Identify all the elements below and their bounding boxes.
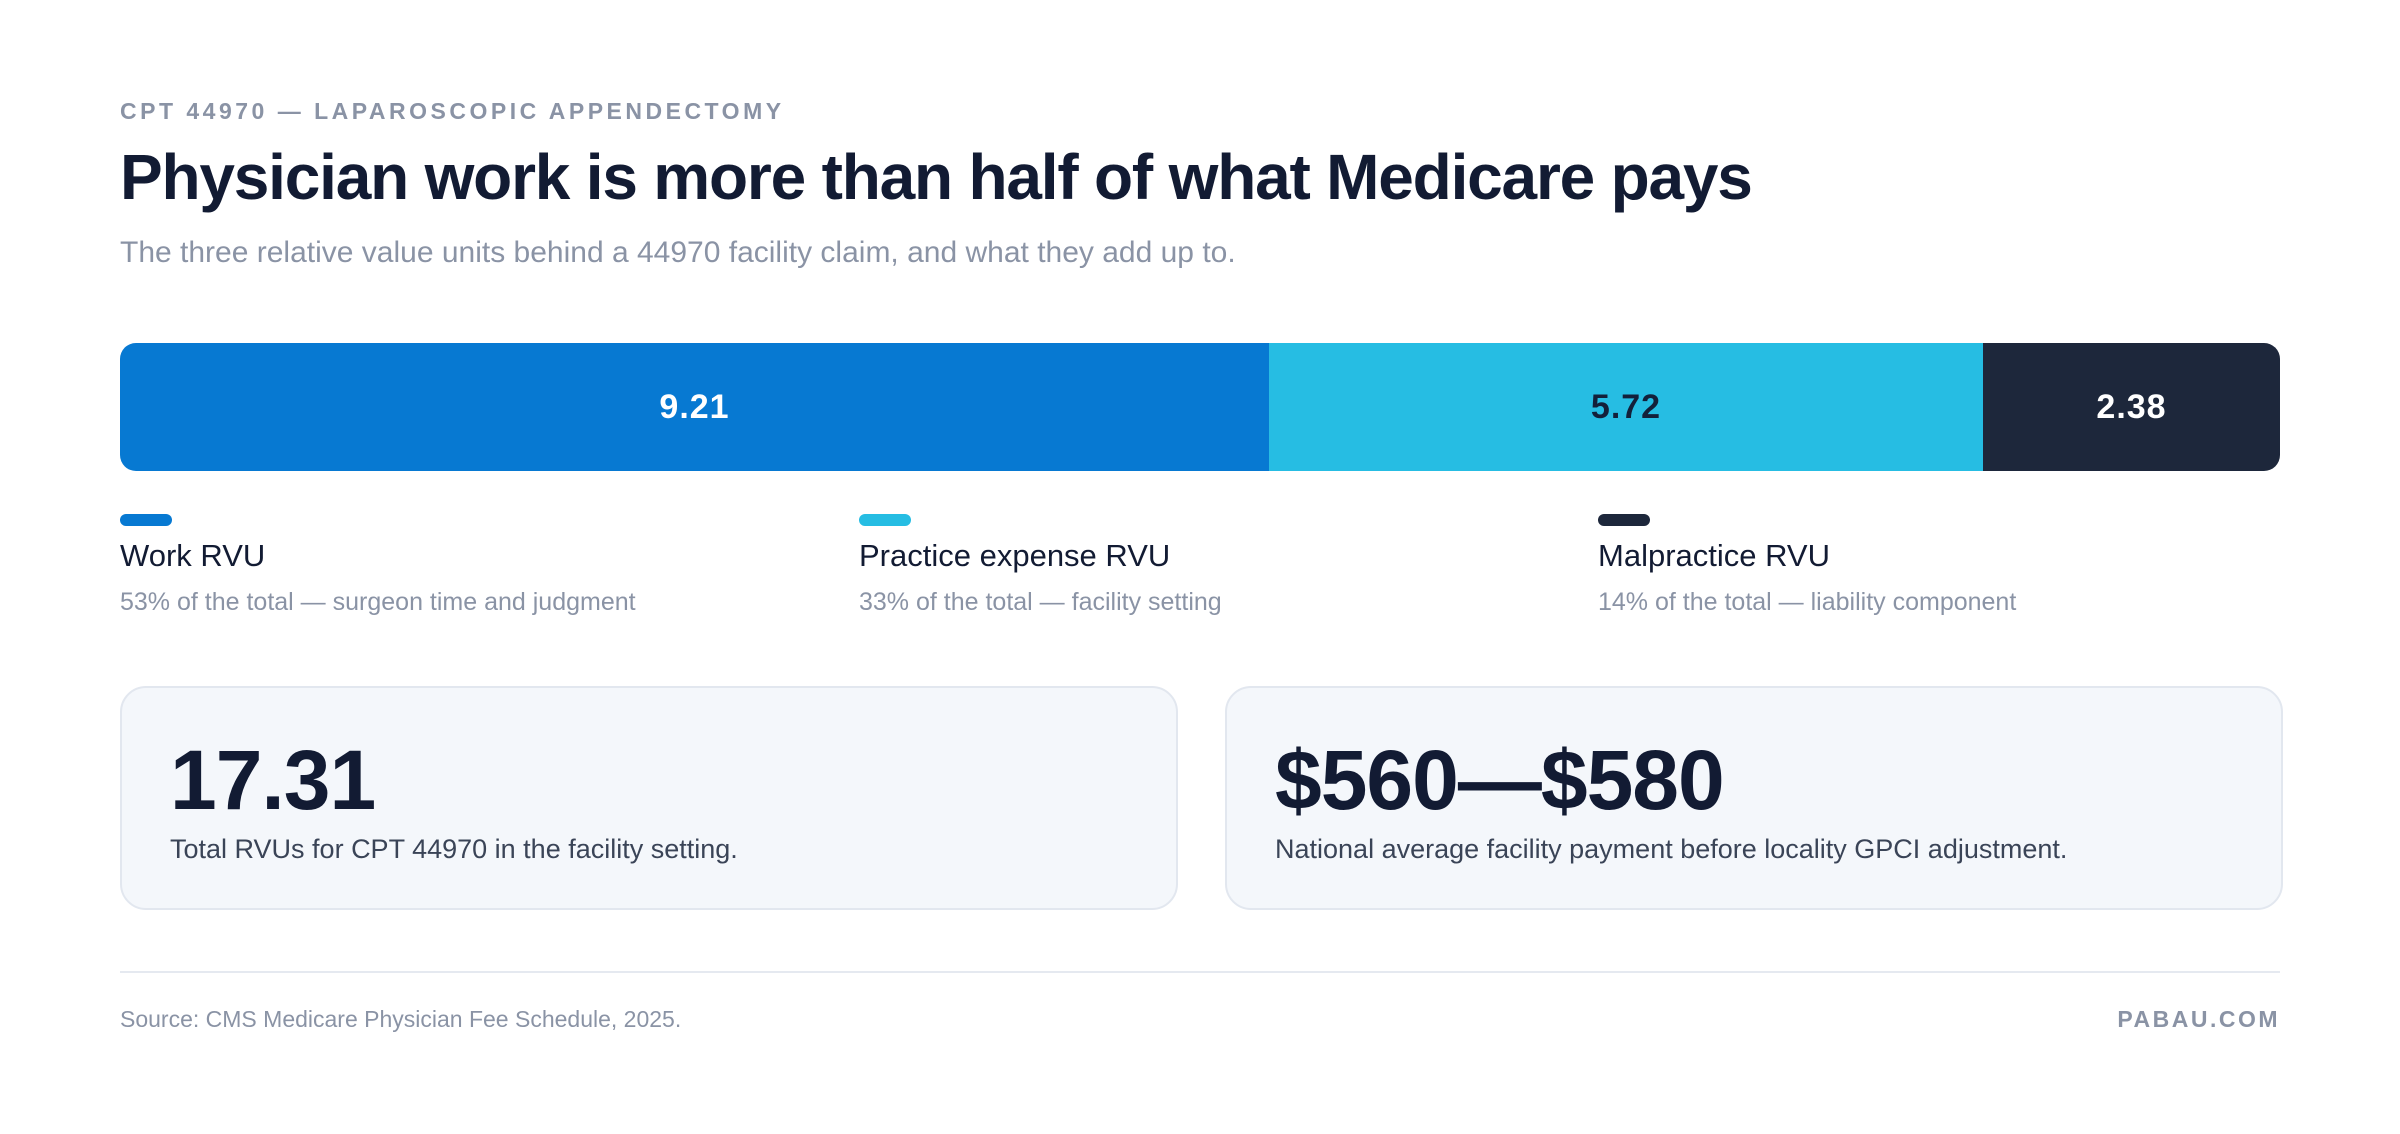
legend-desc-work: 53% of the total — surgeon time and judg…: [120, 588, 636, 616]
eyebrow: CPT 44970 — LAPAROSCOPIC APPENDECTOMY: [120, 98, 785, 124]
bar-label-work: 9.21: [659, 387, 730, 426]
bar-segment-work: 9.21: [120, 343, 1269, 471]
legend-desc-practice-expense: 33% of the total — facility setting: [859, 588, 1222, 616]
bar-segment-practice-expense: 5.72: [1269, 343, 1983, 471]
legend-item-malpractice: Malpractice RVU 14% of the total — liabi…: [1598, 514, 2298, 617]
legend-name-practice-expense: Practice expense RVU: [859, 538, 1171, 573]
stat-value-total-rvus: 17.31: [170, 733, 376, 827]
legend-name-malpractice: Malpractice RVU: [1598, 538, 1831, 573]
bar-segment-malpractice: 2.38: [1983, 343, 2280, 471]
bar-label-malpractice: 2.38: [2096, 387, 2167, 426]
chart-title: Physician work is more than half of what…: [120, 141, 1753, 213]
legend-item-work: Work RVU 53% of the total — surgeon time…: [120, 514, 820, 617]
legend-desc-malpractice: 14% of the total — liability component: [1598, 588, 2017, 616]
bar-label-practice-expense: 5.72: [1590, 387, 1662, 426]
stat-caption-payment: National average facility payment before…: [1275, 834, 2068, 864]
chart-subtitle: The three relative value units behind a …: [120, 236, 1236, 269]
legend-swatch-work: [120, 514, 172, 526]
stacked-bar: 9.21 5.72 2.38: [120, 343, 2280, 471]
legend-swatch-practice-expense: [859, 514, 911, 526]
brand-link[interactable]: PABAU.COM: [2117, 1006, 2280, 1032]
stat-card-total-rvus: 17.31 Total RVUs for CPT 44970 in the fa…: [120, 686, 1178, 910]
legend-swatch-malpractice: [1598, 514, 1650, 526]
legend-item-practice-expense: Practice expense RVU 33% of the total — …: [859, 514, 1559, 617]
footer-divider: [120, 971, 2280, 973]
stat-value-payment: $560—$580: [1275, 733, 1725, 827]
stat-card-payment: $560—$580 National average facility paym…: [1225, 686, 2283, 910]
legend-name-work: Work RVU: [120, 538, 266, 573]
stat-caption-total-rvus: Total RVUs for CPT 44970 in the facility…: [170, 834, 738, 864]
source-note: Source: CMS Medicare Physician Fee Sched…: [120, 1006, 682, 1032]
